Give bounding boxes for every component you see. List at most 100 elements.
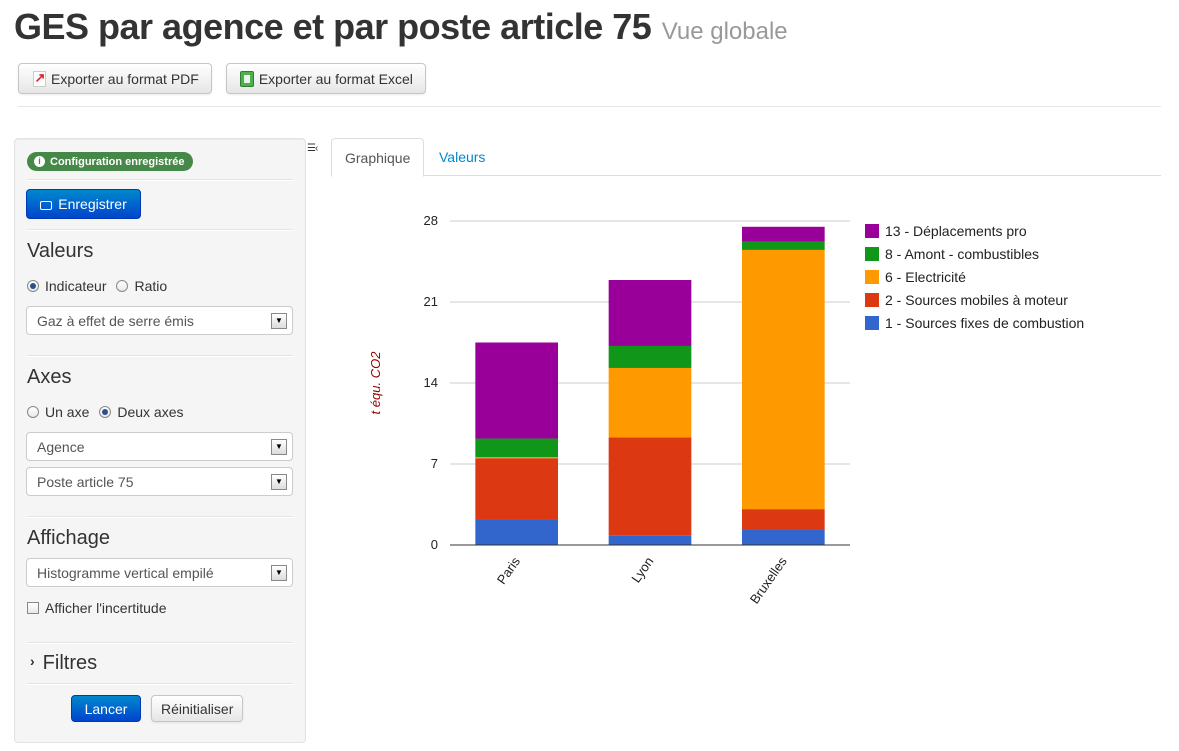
sidebar-divider <box>27 642 293 644</box>
chart-legend: 13 - Déplacements pro 8 - Amont - combust… <box>865 219 1084 334</box>
uncertainty-checkbox[interactable] <box>27 602 39 614</box>
legend-label: 2 - Sources mobiles à moteur <box>885 291 1068 308</box>
bar-segment-bruxelles-s0[interactable] <box>742 529 825 545</box>
x-tick-label: Paris <box>494 554 524 587</box>
run-label: Lancer <box>84 700 128 717</box>
bar-segment-lyon-s3[interactable] <box>608 345 692 368</box>
chevron-down-icon: ▼ <box>271 474 287 490</box>
y-axis-label: t équ. CO2 <box>368 351 383 415</box>
indicator-select[interactable]: Gaz à effet de serre émis ▼ <box>26 306 293 335</box>
bar-segment-bruxelles-s2[interactable] <box>742 249 825 510</box>
legend-item[interactable]: 8 - Amont - combustibles <box>865 242 1084 265</box>
radio-un-axe[interactable] <box>27 406 39 418</box>
axes-radio-group: Un axe Deux axes <box>27 404 184 420</box>
legend-swatch <box>865 315 879 330</box>
axis2-select-value: Poste article 75 <box>37 473 134 490</box>
radio-deux-axes[interactable] <box>99 406 112 418</box>
sidebar-divider <box>27 229 293 231</box>
bar-segment-paris-s1[interactable] <box>475 458 558 520</box>
page-subtitle: Vue globale <box>661 18 788 45</box>
configuration-sidebar: i Configuration enregistrée Enregistrer … <box>14 138 306 743</box>
sidebar-divider <box>27 516 293 518</box>
save-icon <box>40 200 53 210</box>
legend-item[interactable]: 13 - Déplacements pro <box>865 219 1084 242</box>
legend-swatch <box>865 246 879 261</box>
export-excel-label: Exporter au format Excel <box>258 70 413 87</box>
bar-segment-lyon-s0[interactable] <box>608 535 692 545</box>
export-toolbar: Exporter au format PDF Exporter au forma… <box>18 63 426 94</box>
export-pdf-button[interactable]: Exporter au format PDF <box>18 63 212 94</box>
axis2-select[interactable]: Poste article 75 ▼ <box>26 467 293 496</box>
uncertainty-checkbox-row: Afficher l'incertitude <box>27 600 166 616</box>
legend-label: 13 - Déplacements pro <box>885 222 1027 239</box>
bar-segment-paris-s4[interactable] <box>475 342 558 439</box>
x-tick-label: Bruxelles <box>747 554 790 607</box>
bar-segment-bruxelles-s1[interactable] <box>742 509 825 530</box>
axis1-select[interactable]: Agence ▼ <box>26 432 293 461</box>
legend-item[interactable]: 1 - Sources fixes de combustion <box>865 311 1084 334</box>
bar-segment-lyon-s2[interactable] <box>608 367 692 438</box>
legend-swatch <box>865 292 879 307</box>
chevron-down-icon: ▼ <box>271 313 287 329</box>
filters-toggle[interactable]: › Filtres <box>30 652 97 675</box>
y-tick-label: 21 <box>424 294 438 309</box>
view-tabs: Graphique Valeurs <box>331 138 1161 177</box>
page-header: GES par agence et par poste article 75 V… <box>14 6 1161 48</box>
reset-label: Réinitialiser <box>161 700 234 717</box>
filters-label: Filtres <box>42 652 98 674</box>
tab-graphique[interactable]: Graphique <box>331 138 425 177</box>
uncertainty-label: Afficher l'incertitude <box>45 600 167 616</box>
radio-indicateur-label: Indicateur <box>45 278 107 294</box>
display-type-select-value: Histogramme vertical empilé <box>37 564 214 581</box>
legend-label: 1 - Sources fixes de combustion <box>885 314 1085 331</box>
bar-segment-paris-s0[interactable] <box>475 519 558 545</box>
legend-item[interactable]: 2 - Sources mobiles à moteur <box>865 288 1084 311</box>
bar-segment-paris-s3[interactable] <box>475 438 558 458</box>
values-radio-group: Indicateur Ratio <box>27 278 167 294</box>
export-excel-button[interactable]: Exporter au format Excel <box>225 63 426 94</box>
bar-segment-paris-s2[interactable] <box>475 457 558 459</box>
radio-ratio-label: Ratio <box>134 278 168 294</box>
bar-segment-bruxelles-s3[interactable] <box>742 241 825 250</box>
save-label: Enregistrer <box>58 196 127 212</box>
save-button[interactable]: Enregistrer <box>26 189 141 219</box>
legend-swatch <box>865 223 879 238</box>
sidebar-divider <box>27 355 293 357</box>
pdf-icon <box>31 70 47 87</box>
sidebar-divider <box>27 179 293 181</box>
stacked-bar-chart: 0 7 14 21 28 Paris Lyon Bruxelles t équ. CO2 <box>368 213 850 607</box>
x-tick-label: Lyon <box>628 554 656 585</box>
collapse-sidebar-icon[interactable]: ☰‹ <box>307 143 318 154</box>
y-tick-label: 28 <box>424 213 438 228</box>
bar-segment-lyon-s1[interactable] <box>608 437 692 536</box>
chevron-right-icon: › <box>30 652 35 669</box>
radio-un-axe-label: Un axe <box>45 404 90 420</box>
page-title: GES par agence et par poste article 75 <box>14 6 652 47</box>
sidebar-divider <box>27 683 293 685</box>
run-button[interactable]: Lancer <box>71 695 141 722</box>
chevron-down-icon: ▼ <box>271 439 287 455</box>
chart-bars <box>475 226 825 545</box>
excel-icon <box>239 70 255 87</box>
display-type-select[interactable]: Histogramme vertical empilé ▼ <box>26 558 293 587</box>
legend-swatch <box>865 269 879 284</box>
tab-valeurs[interactable]: Valeurs <box>439 149 486 165</box>
reset-button[interactable]: Réinitialiser <box>151 695 244 722</box>
bar-segment-bruxelles-s4[interactable] <box>742 226 825 242</box>
legend-label: 8 - Amont - combustibles <box>885 245 1040 262</box>
axis1-select-value: Agence <box>37 438 85 455</box>
radio-ratio[interactable] <box>116 280 129 292</box>
radio-deux-axes-label: Deux axes <box>117 404 184 420</box>
axes-section-title: Axes <box>27 366 72 388</box>
export-pdf-label: Exporter au format PDF <box>51 70 199 87</box>
bar-segment-lyon-s4[interactable] <box>608 280 692 346</box>
indicator-select-value: Gaz à effet de serre émis <box>37 312 194 329</box>
legend-label: 6 - Electricité <box>885 268 966 285</box>
status-badge: i Configuration enregistrée <box>27 152 194 171</box>
values-section-title: Valeurs <box>27 240 94 262</box>
radio-indicateur[interactable] <box>27 280 39 292</box>
y-tick-label: 14 <box>424 375 438 390</box>
legend-item[interactable]: 6 - Electricité <box>865 265 1084 288</box>
y-tick-label: 7 <box>431 456 438 471</box>
info-icon: i <box>34 156 45 167</box>
